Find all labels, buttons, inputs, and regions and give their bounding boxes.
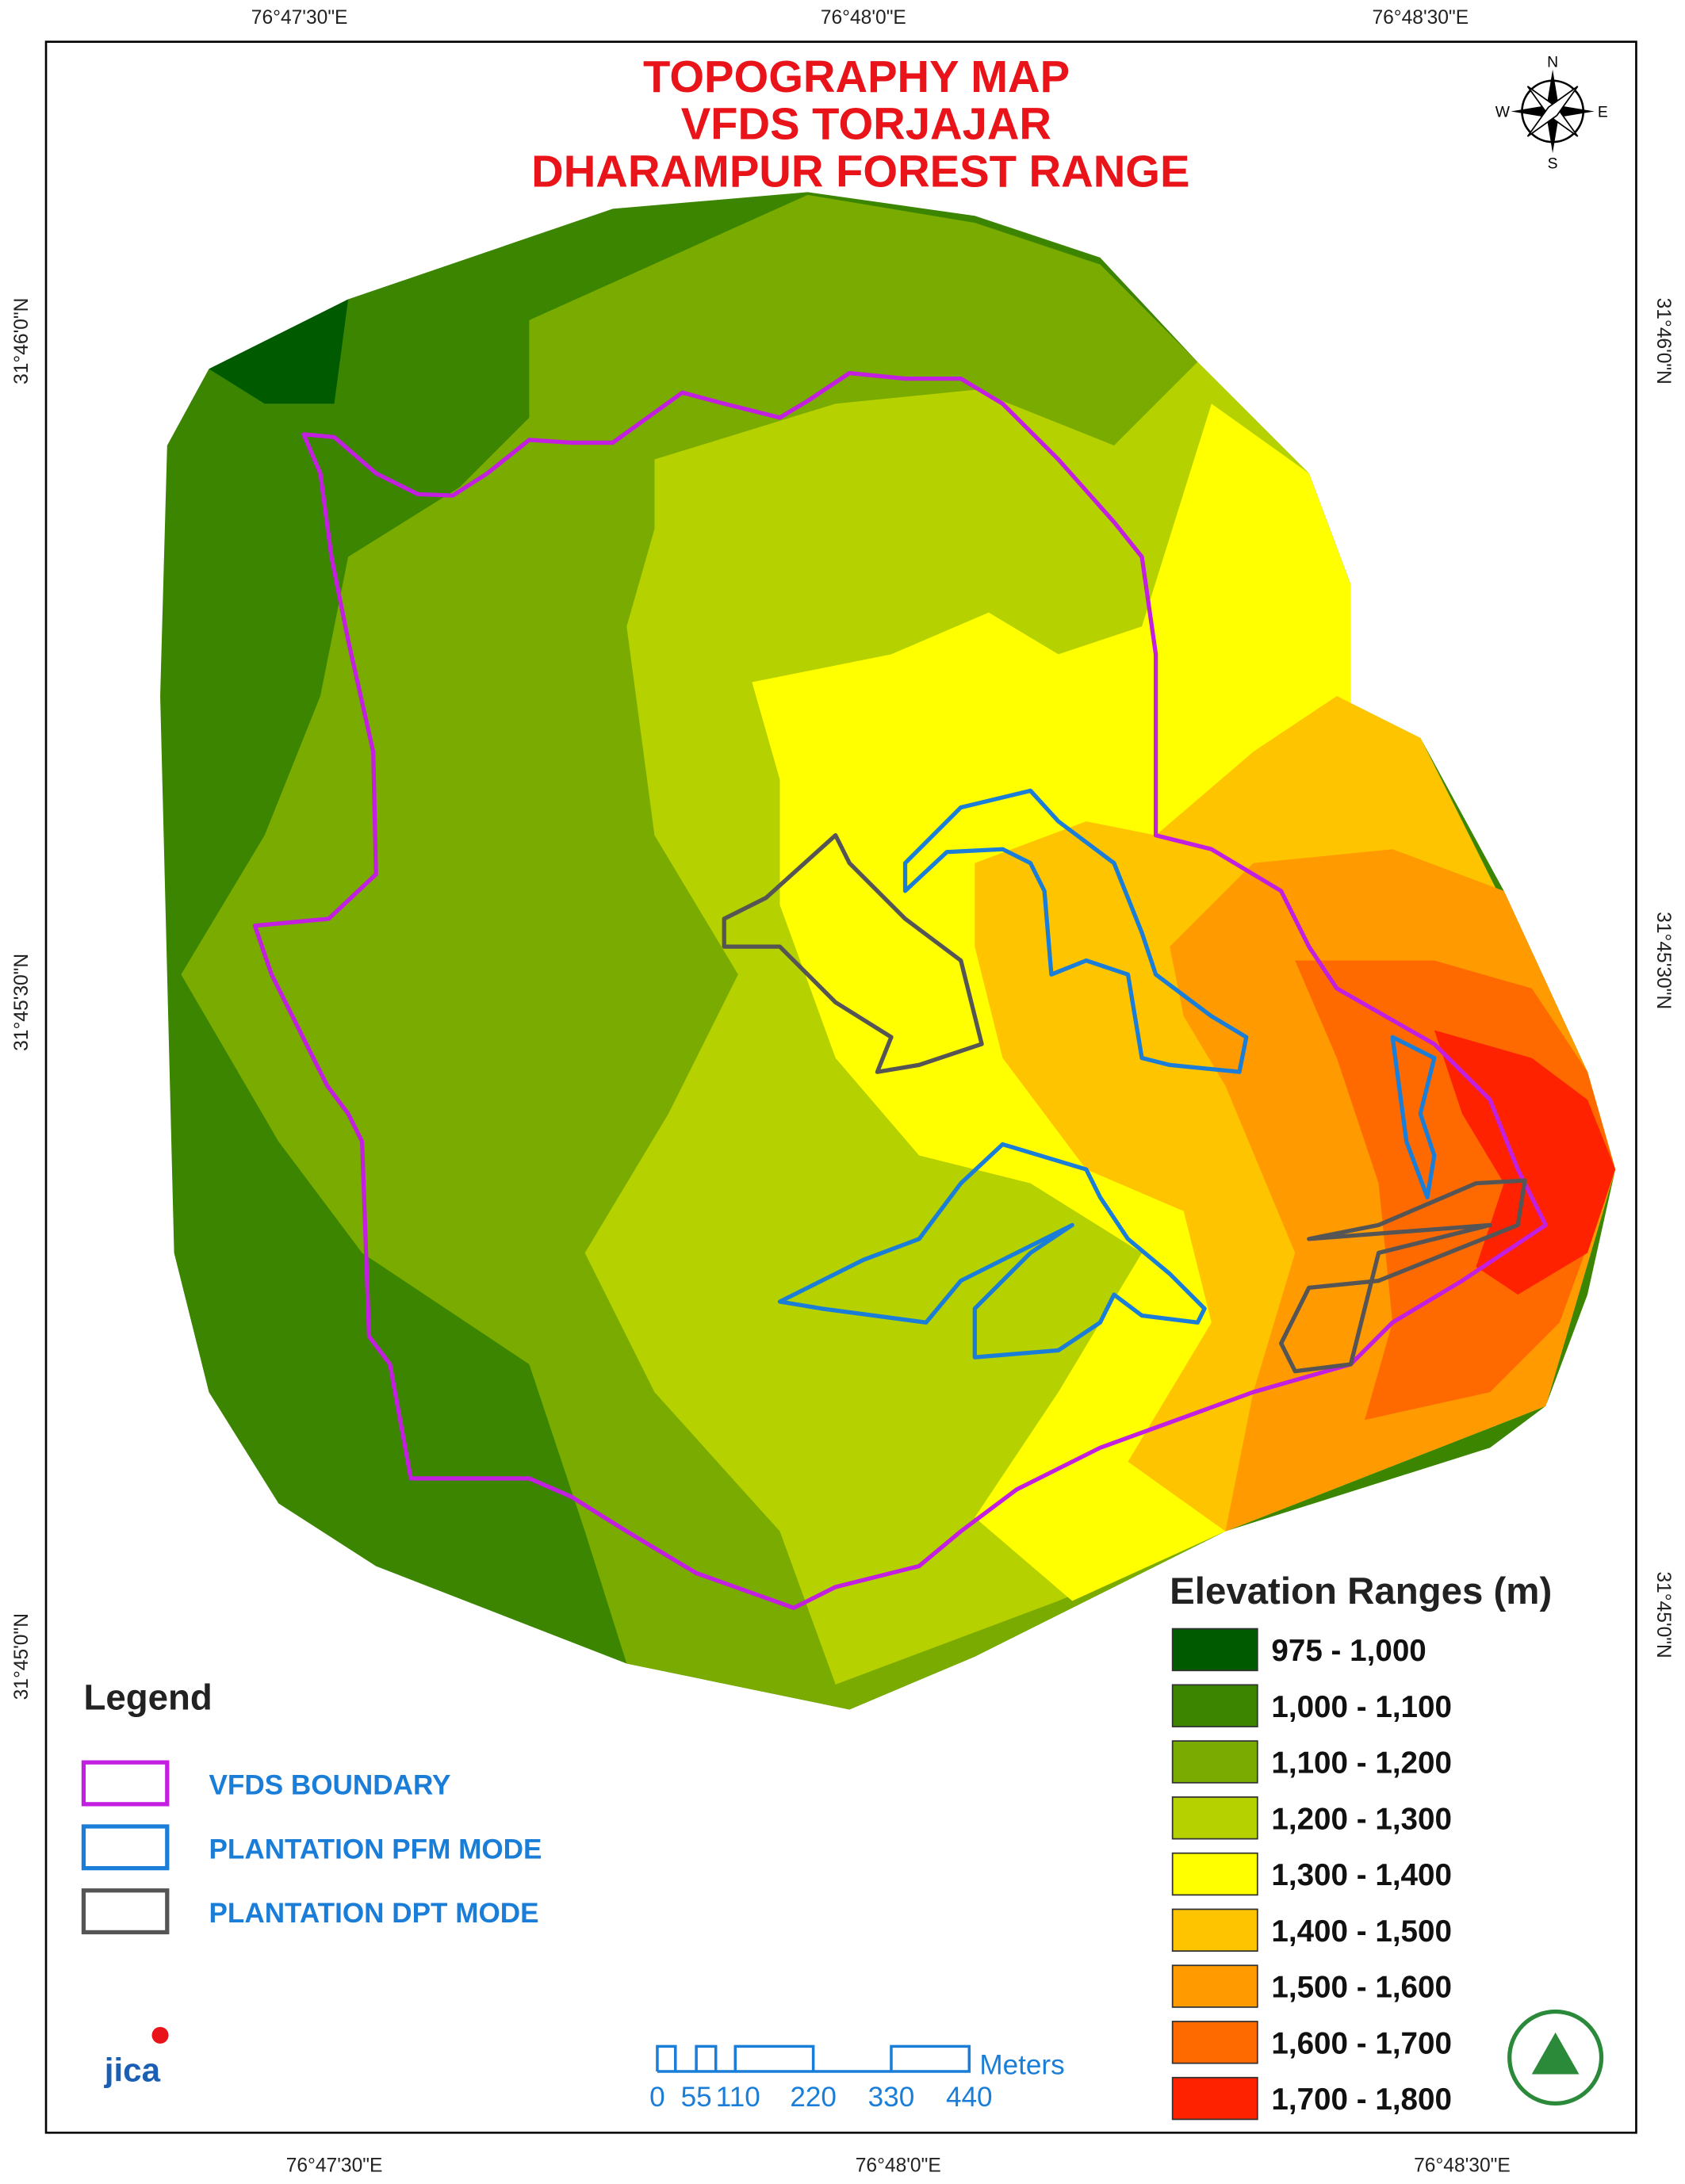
zone [209,299,349,404]
jica-logo: jica [104,2026,169,2088]
scale-bar: 0 55 110 220 330 440 Meters [649,2044,1065,2113]
elevation-swatch [1171,1964,1258,2008]
coord-label: 76°47'30"E [251,7,348,29]
elevation-swatch [1171,2021,1258,2064]
plantation-pfm [1390,1035,1437,1199]
scale-label: 330 [868,2082,915,2113]
elevation-label: 1,400 - 1,500 [1271,1914,1452,1949]
elevation-label: 1,100 - 1,200 [1271,1746,1452,1780]
elevation-title: Elevation Ranges (m) [1170,1570,1552,1612]
logo-dot [151,2026,169,2044]
compass-letter: W [1495,105,1511,121]
title-line: VFDS TORJAJAR [681,99,1051,149]
compass: N E S W [1495,54,1608,172]
coord-label: 31°46'0"N [1652,298,1674,384]
coord-label: 31°45'0"N [1652,1571,1674,1658]
coord-label: 76°48'0"E [821,7,906,29]
elevation-swatch [1171,2076,1258,2121]
elevation-zones [160,192,1616,1710]
coord-label: 31°45'0"N [11,1613,33,1700]
coord-label: 31°45'30"N [1652,912,1674,1009]
elevation-label: 1,300 - 1,400 [1271,1858,1452,1892]
elevation-label: 1,500 - 1,600 [1271,1971,1452,2005]
elevation-label: 1,200 - 1,300 [1271,1802,1452,1836]
compass-needle [1526,86,1579,137]
elevation-label: 975 - 1,000 [1271,1634,1426,1668]
elevation-swatch [1171,1852,1258,1896]
legend-title: Legend [83,1677,212,1717]
scale-label: 55 [681,2082,712,2113]
forest-logo [1507,2009,1604,2106]
legend-label: PLANTATION DPT MODE [209,1898,538,1929]
plantation-pfm [777,1142,1207,1360]
title-line: DHARAMPUR FOREST RANGE [531,146,1189,196]
legend-label: PLANTATION PFM MODE [209,1834,542,1865]
elevation-label: 1,700 - 1,800 [1271,2083,1452,2117]
plantation-dpt [722,833,984,1074]
scale-label: 440 [946,2082,993,2113]
coord-label: 76°48'30"E [1414,2155,1511,2176]
compass-letter: E [1598,105,1608,121]
elevation-label: 1,000 - 1,100 [1271,1690,1452,1724]
plantation-pfm [902,788,1249,1074]
scale-bar-line [656,2044,971,2073]
title-line: TOPOGRAPHY MAP [643,52,1070,101]
legend-swatch [81,1888,170,1935]
elevation-swatch [1171,1627,1258,1672]
elevation-swatch [1171,1908,1258,1953]
elevation-swatch [1171,1796,1258,1840]
elevation-swatch [1171,1740,1258,1784]
coord-label: 76°48'0"E [856,2155,941,2176]
coord-label: 31°46'0"N [11,298,33,384]
coord-label: 76°47'30"E [286,2155,383,2176]
legend-swatch [81,1824,170,1871]
scale-label: 0 [649,2082,665,2113]
logo-tree [1531,2032,1580,2075]
scale-label: 110 [716,2082,760,2113]
zone [1434,1030,1616,1295]
coord-label: 31°45'30"N [11,954,33,1051]
elevation-label: 1,600 - 1,700 [1271,2026,1452,2060]
legend-label: VFDS BOUNDARY [209,1770,450,1801]
vfds-boundary [252,370,1548,1610]
compass-letter: S [1548,155,1558,172]
logo-text: jica [104,2051,161,2088]
legend-swatch [81,1760,170,1807]
scale-label: 220 [790,2082,837,2113]
plantation-dpt [1279,1178,1527,1374]
elevation-swatch [1171,1684,1258,1727]
compass-letter: N [1547,54,1558,71]
scale-unit: Meters [979,2050,1064,2081]
coord-label: 76°48'30"E [1372,7,1469,29]
